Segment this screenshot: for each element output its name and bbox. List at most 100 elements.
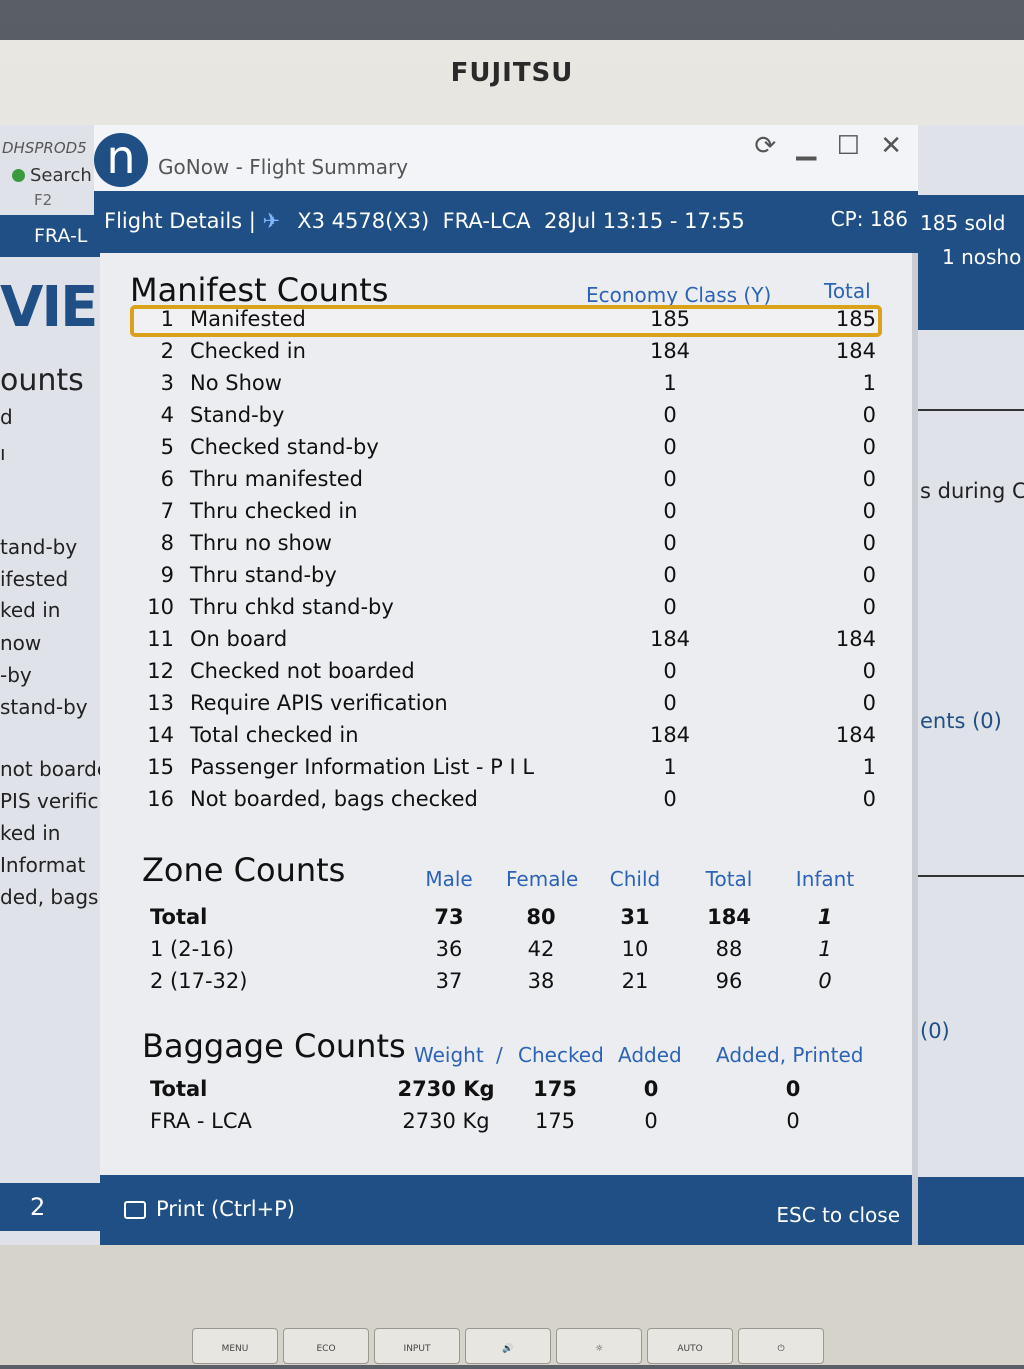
search-status[interactable]: Search (12, 165, 92, 186)
manifest-total-value: 184 (835, 627, 876, 651)
monitor-button[interactable]: 🔊 (465, 1328, 551, 1364)
flight-route: FRA-LCA (442, 209, 531, 233)
manifest-row-number: 14 (147, 723, 174, 747)
manifest-total-value: 0 (862, 787, 876, 811)
manifest-economy-value: 184 (649, 723, 691, 747)
monitor-button[interactable]: MENU (192, 1328, 278, 1364)
manifest-row-number: 15 (147, 755, 174, 779)
bg-footer (918, 1177, 1024, 1245)
manifest-row-label: Thru chkd stand-by (190, 595, 394, 619)
manifested-highlight (130, 305, 882, 337)
manifest-row: 6 Thru manifested 0 0 (130, 467, 890, 499)
manifest-total-value: 185 (835, 307, 876, 331)
manifest-row-label: Checked stand-by (190, 435, 379, 459)
zone-total-value: 184 (707, 905, 751, 929)
zone-row-label: 2 (17-32) (150, 969, 248, 993)
manifest-row: 11 On board 184 184 (130, 627, 890, 659)
manifest-economy-value: 0 (663, 435, 677, 459)
zone-infant-value: 1 (818, 937, 832, 961)
monitor-button[interactable]: ⏻ (738, 1328, 824, 1364)
counts-heading: ounts (0, 363, 84, 398)
manifest-row-label: Require APIS verification (190, 691, 448, 715)
baggage-checked-value: 175 (533, 1077, 577, 1101)
manifest-total-value: 0 (862, 435, 876, 459)
baggage-title: Baggage Counts (142, 1027, 406, 1065)
baggage-weight-value: 2730 Kg (402, 1109, 490, 1133)
zone-child-value: 21 (621, 969, 649, 993)
bg-list-item: d (0, 405, 13, 429)
manifest-total-value: 0 (862, 467, 876, 491)
manifest-total-value: 0 (862, 499, 876, 523)
divider (918, 875, 1024, 877)
flight-datetime: 28Jul 13:15 - 17:55 (543, 209, 745, 233)
monitor-button[interactable]: ECO (283, 1328, 369, 1364)
manifest-row-number: 5 (160, 435, 174, 459)
baggage-row: FRA - LCA 2730 Kg 175 0 0 (150, 1109, 870, 1141)
bg-list-item: ifested (0, 567, 69, 591)
zone-total-value: 96 (715, 969, 743, 993)
manifest-economy-value: 0 (663, 499, 677, 523)
bag-col-added: Added (618, 1043, 682, 1067)
app-logo-icon: n (94, 133, 148, 187)
baggage-weight-value: 2730 Kg (397, 1077, 495, 1101)
manifest-row: 12 Checked not boarded 0 0 (130, 659, 890, 691)
baggage-printed-value: 0 (786, 1109, 800, 1133)
zone-col-child: Child (609, 867, 661, 891)
manifest-total-value: 0 (862, 595, 876, 619)
baggage-row-label: Total (150, 1077, 208, 1101)
env-label: DHSPROD5 (2, 139, 87, 157)
flight-header: Flight Details | ✈ X3 4578(X3) FRA-LCA 2… (94, 191, 918, 253)
manifest-row-number: 12 (147, 659, 174, 683)
manifest-economy-value: 184 (649, 339, 691, 363)
dialog-body: Manifest Counts Economy Class (Y) Total … (100, 253, 912, 1175)
airline-icon: ✈ (262, 209, 281, 233)
manifest-total-value: 0 (862, 563, 876, 587)
manifest-economy-value: 0 (663, 691, 677, 715)
monitor-button[interactable]: INPUT (374, 1328, 460, 1364)
background-window-left: DHSPROD5 Search F2 FRA-L VIE ounts d ı t… (0, 125, 109, 1245)
bg-list-item: ded, bags (0, 885, 99, 909)
sold-bar: 185 sold 1 nosho (918, 195, 1024, 330)
zone-female-value: 42 (527, 937, 555, 961)
zone-col-male: Male (425, 867, 473, 891)
window-controls[interactable]: ⟳ ▁ ☐ ✕ (754, 131, 908, 161)
route-bar: FRA-L (0, 215, 100, 257)
manifest-title: Manifest Counts (130, 271, 389, 309)
bg-list-item: -by (0, 663, 32, 687)
manifest-economy-value: 0 (663, 403, 677, 427)
events-link[interactable]: ents (0) (920, 709, 1002, 733)
manifest-economy-value: 185 (649, 307, 691, 331)
monitor-button[interactable]: ☼ (556, 1328, 642, 1364)
overview-heading: VIE (0, 275, 98, 340)
screen: DHSPROD5 Search F2 FRA-L VIE ounts d ı t… (0, 125, 1024, 1245)
bg-list-item: ı (0, 441, 6, 465)
dialog-titlebar[interactable]: n GoNow - Flight Summary ⟳ ▁ ☐ ✕ (94, 125, 918, 191)
manifest-row-number: 11 (147, 627, 174, 651)
manifest-economy-value: 1 (663, 371, 677, 395)
manifest-economy-value: 0 (663, 787, 677, 811)
manifest-total-value: 0 (862, 691, 876, 715)
bg-tab[interactable]: 2 (0, 1183, 100, 1231)
manifest-row-number: 8 (160, 531, 174, 555)
bg-during-text: s during Cl (920, 479, 1024, 503)
zone-row-label: 1 (2-16) (150, 937, 235, 961)
bg-zero-link[interactable]: (0) (920, 1019, 950, 1043)
bg-list-item: not boarde (0, 757, 110, 781)
bg-list-item: now (0, 631, 42, 655)
zone-infant-value: 0 (818, 969, 832, 993)
dialog-footer: Print (Ctrl+P) ESC to close (100, 1175, 912, 1245)
monitor-button[interactable]: AUTO (647, 1328, 733, 1364)
baggage-row-label: FRA - LCA (150, 1109, 252, 1133)
flight-details: Flight Details | ✈ X3 4578(X3) FRA-LCA 2… (104, 209, 745, 233)
print-button[interactable]: Print (Ctrl+P) (124, 1197, 295, 1221)
manifest-economy-value: 0 (663, 659, 677, 683)
manifest-row: 15 Passenger Information List - P I L 1 1 (130, 755, 890, 787)
esc-close-hint[interactable]: ESC to close (776, 1203, 900, 1227)
manifest-economy-value: 1 (663, 755, 677, 779)
divider (918, 409, 1024, 411)
manifest-row-label: Checked in (190, 339, 306, 363)
bg-list-item: ked in (0, 598, 61, 622)
manifest-row-label: Total checked in (190, 723, 359, 747)
manifest-row-number: 16 (147, 787, 174, 811)
manifest-row: 5 Checked stand-by 0 0 (130, 435, 890, 467)
